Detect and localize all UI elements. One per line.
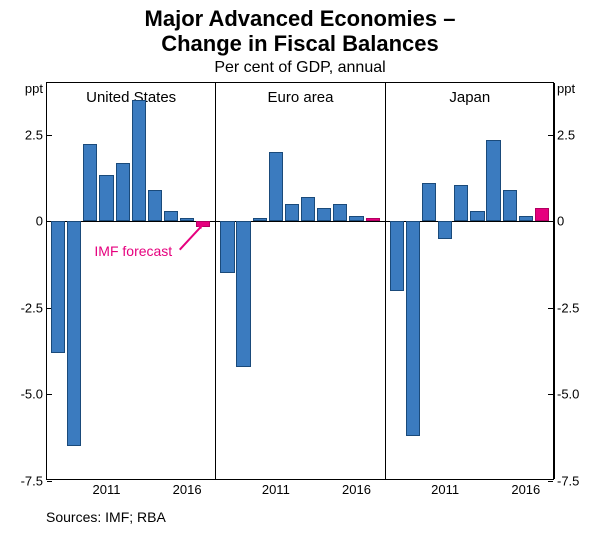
data-bar [83, 144, 97, 222]
data-bar [503, 190, 517, 221]
forecast-annotation: IMF forecast [94, 243, 172, 259]
data-bar [454, 185, 468, 221]
y-tick-label-left: -2.5 [21, 300, 43, 315]
panel-title: Japan [386, 89, 554, 106]
x-tick-label: 2016 [511, 482, 540, 497]
data-bar [116, 163, 130, 222]
data-bar [67, 221, 81, 446]
data-bar [301, 197, 315, 221]
x-tick-label: 2016 [342, 482, 371, 497]
chart-panel: Euro area20112016 [216, 83, 385, 479]
y-tick-label-left: -5.0 [21, 387, 43, 402]
data-bar [470, 211, 484, 221]
data-bar [220, 221, 234, 273]
x-tick-label: 2011 [431, 482, 459, 497]
data-bar [99, 175, 113, 222]
data-bar [438, 221, 452, 238]
y-tick-label-right: -7.5 [557, 474, 579, 489]
x-tick-label: 2011 [262, 482, 290, 497]
data-bar [164, 211, 178, 221]
forecast-bar [366, 218, 380, 221]
panel-title: Euro area [216, 89, 384, 106]
data-bar [132, 100, 146, 221]
x-tick-label: 2011 [93, 482, 121, 497]
y-tick-label-left: -7.5 [21, 474, 43, 489]
chart-area: pptppt-7.5-7.5-5.0-5.0-2.5-2.5002.52.5Un… [46, 82, 554, 480]
data-bar [486, 140, 500, 221]
data-bar [422, 183, 436, 221]
y-tick-mark [548, 481, 553, 482]
data-bar [253, 218, 267, 221]
sources-text: Sources: IMF; RBA [46, 509, 166, 525]
y-tick-mark [47, 481, 52, 482]
page-subtitle: Per cent of GDP, annual [0, 59, 600, 77]
y-tick-label-right: -5.0 [557, 387, 579, 402]
y-tick-label-right: -2.5 [557, 300, 579, 315]
title-block: Major Advanced Economies – Change in Fis… [0, 0, 600, 77]
x-tick-label: 2016 [173, 482, 202, 497]
y-tick-label-right: 2.5 [557, 127, 575, 142]
y-unit-left: ppt [25, 81, 43, 96]
data-bar [333, 204, 347, 221]
data-bar [269, 152, 283, 221]
data-bar [285, 204, 299, 221]
data-bar [148, 190, 162, 221]
data-bar [349, 216, 363, 221]
data-bar [51, 221, 65, 353]
data-bar [180, 218, 194, 221]
data-bar [519, 216, 533, 221]
y-tick-label-right: 0 [557, 214, 564, 229]
data-bar [317, 208, 331, 222]
data-bar [390, 221, 404, 290]
data-bar [406, 221, 420, 436]
chart-panel: United States20112016 [47, 83, 216, 479]
page-title: Major Advanced Economies – Change in Fis… [0, 6, 600, 57]
data-bar [236, 221, 250, 366]
y-tick-label-left: 2.5 [25, 127, 43, 142]
forecast-bar [535, 208, 549, 222]
y-unit-right: ppt [557, 81, 575, 96]
chart-panel: Japan20112016 [386, 83, 555, 479]
y-tick-label-left: 0 [36, 214, 43, 229]
